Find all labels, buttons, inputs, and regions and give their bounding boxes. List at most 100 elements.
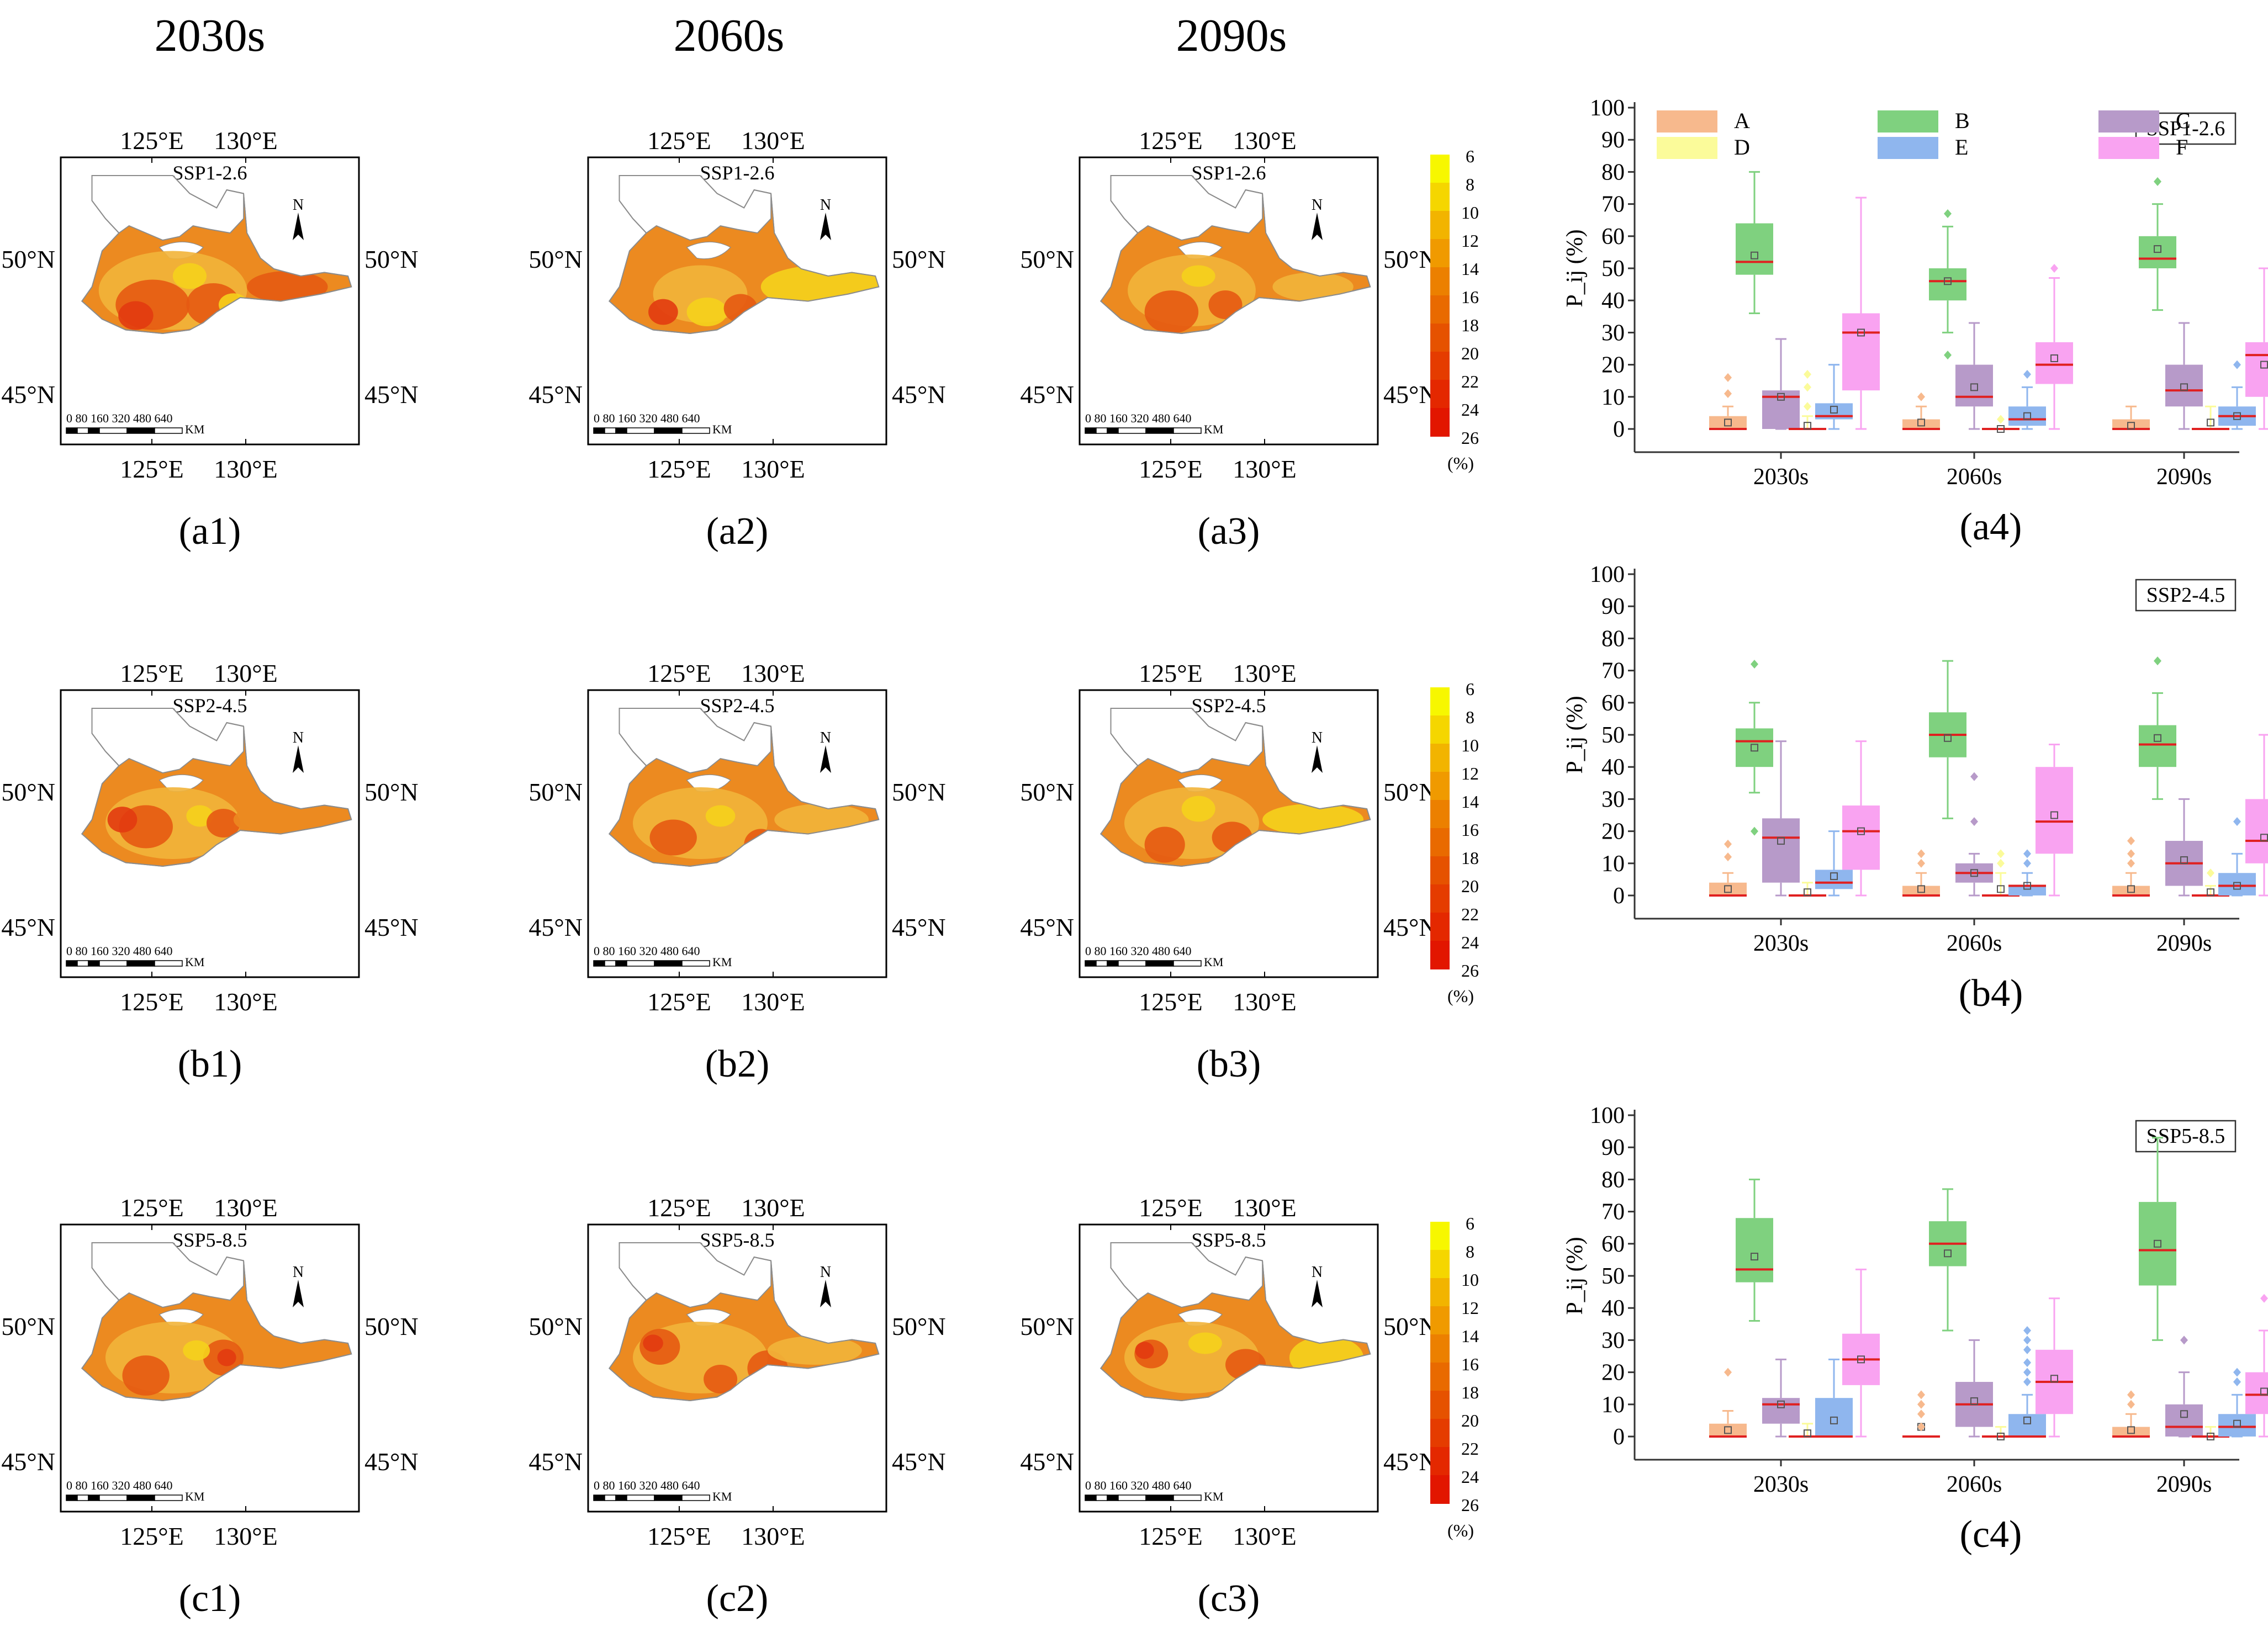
bottom-lon-tick-125: 125°E xyxy=(647,1522,711,1550)
scale-bar-numbers: 0 80 160 320 480 640 xyxy=(1085,411,1192,425)
outlier-0 xyxy=(2023,858,2031,868)
left-lat-tick-50: 50°N xyxy=(1020,778,1074,806)
mean-marker xyxy=(2127,422,2135,430)
mean-marker xyxy=(1944,1249,1952,1258)
map-scenario-label: SSP1-2.6 xyxy=(700,162,774,184)
box-C-2030s xyxy=(1762,338,1800,430)
mean-marker xyxy=(1970,1397,1978,1405)
box-A-2060s xyxy=(1902,849,1940,897)
outlier-0 xyxy=(2154,177,2161,186)
outlier-2 xyxy=(2127,836,2135,846)
box-C-2060s xyxy=(1955,1339,1993,1438)
region-blobs xyxy=(1128,255,1354,333)
x-tick-label-2060s: 2060s xyxy=(1947,931,2002,956)
region-map xyxy=(609,708,880,867)
region-no-data xyxy=(1110,175,1263,241)
contour-blob-5 xyxy=(233,802,341,838)
outlier-0 xyxy=(1917,1422,1925,1432)
contour-blob-5 xyxy=(704,1365,738,1393)
scale-segment-2 xyxy=(1107,427,1119,434)
region-map xyxy=(1100,1242,1371,1401)
outlier-0 xyxy=(1917,392,1925,401)
scale-segment-2 xyxy=(88,960,100,967)
north-arrow-icon xyxy=(1312,1280,1323,1307)
colorbar-tick-18: 18 xyxy=(1461,315,1479,335)
column-header-2060s: 2060s xyxy=(674,10,785,61)
box-iqr xyxy=(2008,406,2046,426)
colorbar-tick-20: 20 xyxy=(1461,876,1479,896)
map-scenario-label: SSP1-2.6 xyxy=(1191,162,1266,184)
top-lon-tick-130: 130°E xyxy=(741,659,805,687)
outlier-2 xyxy=(2023,1358,2031,1368)
right-lat-tick-45: 45°N xyxy=(1383,380,1437,409)
x-tick-label-2090s: 2090s xyxy=(2156,464,2212,490)
outlier-0 xyxy=(2023,370,2031,379)
top-lon-tick-125: 125°E xyxy=(647,1194,711,1222)
top-lon-tick-125: 125°E xyxy=(1139,126,1203,155)
y-tick-label-20: 20 xyxy=(1601,1360,1625,1386)
box-C-2030s xyxy=(1762,1358,1800,1438)
y-tick-label-60: 60 xyxy=(1601,1232,1625,1257)
scenario-label-box xyxy=(2135,579,2237,612)
contour-blob-0 xyxy=(633,787,768,859)
colorbar-swatch-3 xyxy=(1430,772,1450,801)
bottom-lon-tick-130: 130°E xyxy=(1233,455,1297,483)
bottom-lon-tick-130: 130°E xyxy=(741,988,805,1016)
outlier-1 xyxy=(2233,1368,2241,1377)
y-tick-label-40: 40 xyxy=(1601,288,1625,314)
scale-segment-3 xyxy=(1118,1494,1146,1501)
colorbar-swatch-0 xyxy=(1430,155,1450,183)
colorbar-swatch-4 xyxy=(1430,800,1450,829)
map-panel-label: (a3) xyxy=(1198,510,1260,553)
outlier-3 xyxy=(1917,1390,1925,1400)
colorbar-unit: (%) xyxy=(1447,453,1474,473)
box-iqr xyxy=(1709,882,1747,895)
colorbar-swatch-1 xyxy=(1430,716,1450,744)
boxplot-panel-2: 0 10 20 30 40 50 60 70 80 90 100 P_ij (%) 2030s 2060s… xyxy=(1562,1103,2268,1556)
scale-segment-1 xyxy=(604,427,616,434)
scale-segment-0 xyxy=(593,960,605,967)
north-label: N xyxy=(820,1264,831,1281)
contour-blob-2 xyxy=(648,299,678,325)
colorbar-tick-22: 22 xyxy=(1461,372,1479,391)
north-arrow-icon xyxy=(293,213,304,240)
right-lat-tick-45: 45°N xyxy=(892,1448,946,1476)
box-E-2090s xyxy=(2218,1368,2256,1438)
top-lon-tick-125: 125°E xyxy=(120,126,184,155)
colorbar-swatch-2 xyxy=(1430,1278,1450,1307)
contour-blob-4 xyxy=(723,294,758,323)
outlier-1 xyxy=(2023,1368,2031,1377)
top-lon-tick-130: 130°E xyxy=(214,1194,278,1222)
mean-marker xyxy=(2260,1387,2268,1396)
region-map xyxy=(81,175,352,334)
outlier-2 xyxy=(1917,1400,1925,1409)
scale-segment-3 xyxy=(99,1494,128,1501)
map-panel-label: (b1) xyxy=(178,1043,242,1085)
outlier-0 xyxy=(1724,389,1732,398)
colorbar-1: 6 8 10 12 14 16 18 20 22 24 26 (%) xyxy=(1430,679,1479,1006)
contour-blob-4 xyxy=(1262,803,1364,836)
outlier-0 xyxy=(2233,360,2241,369)
region-map xyxy=(609,175,880,334)
right-lat-tick-45: 45°N xyxy=(364,1448,419,1476)
scale-bar-unit: KM xyxy=(712,955,732,969)
right-lat-tick-45: 45°N xyxy=(364,380,419,409)
outlier-1 xyxy=(1917,849,1925,858)
legend-swatch-E xyxy=(1878,137,1938,159)
north-arrow-icon xyxy=(1312,745,1323,773)
outlier-4 xyxy=(2023,1335,2031,1345)
box-panel-label: (a4) xyxy=(1960,506,2022,548)
scale-segment-5 xyxy=(1173,960,1202,967)
left-lat-tick-45: 45°N xyxy=(1,380,55,409)
bottom-lon-tick-130: 130°E xyxy=(741,455,805,483)
north-label: N xyxy=(820,197,831,214)
top-lon-tick-125: 125°E xyxy=(1139,1194,1203,1222)
scale-bar-numbers: 0 80 160 320 480 640 xyxy=(594,1478,700,1492)
box-E-2090s xyxy=(2218,360,2256,430)
box-E-2060s xyxy=(2008,1326,2046,1438)
outlier-1 xyxy=(1944,209,1952,219)
scale-segment-1 xyxy=(604,1494,616,1501)
contour-blob-5 xyxy=(183,1340,210,1361)
y-tick-label-50: 50 xyxy=(1601,723,1625,748)
map-panel-label: (c2) xyxy=(706,1577,769,1620)
